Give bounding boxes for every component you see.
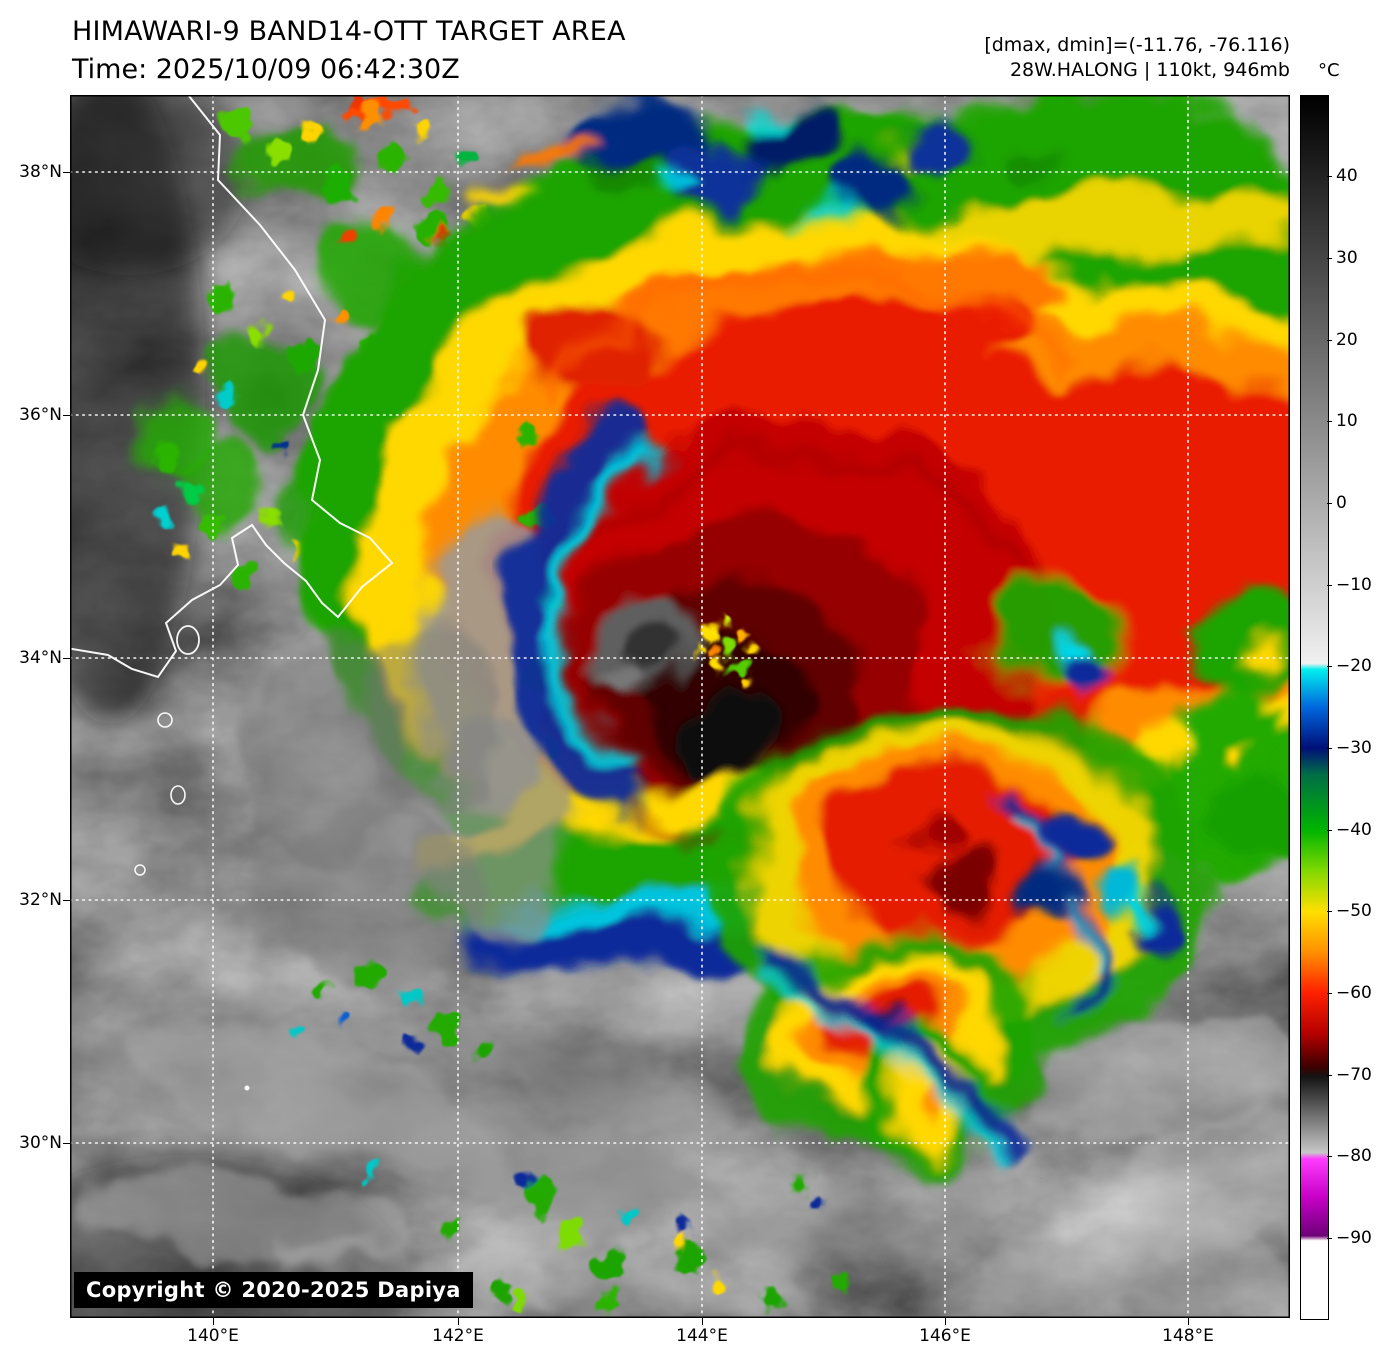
y-axis-tick (63, 658, 70, 659)
southeast-feeder-band (715, 700, 1215, 1170)
colorbar-tick (1327, 421, 1332, 422)
lat-lon-gridlines (70, 95, 1290, 1318)
top-navy-patches (470, 99, 972, 223)
satellite-image-panel: Copyright © 2020-2025 Dapiya (70, 95, 1290, 1318)
y-axis-tick (63, 415, 70, 416)
west-blue-band (505, 400, 666, 820)
colorbar-label-m40: −40 (1336, 820, 1372, 840)
colorbar-label-m60: −60 (1336, 983, 1372, 1003)
product-title: HIMAWARI-9 BAND14-OTT TARGET AREA (72, 16, 626, 47)
colorbar-label-0: 0 (1336, 493, 1347, 513)
lat-label-34n: 34°N (19, 648, 62, 668)
island-outline (176, 625, 200, 655)
colorbar-tick (1327, 666, 1332, 667)
colorbar-tick (1327, 830, 1332, 831)
lat-label-36n: 36°N (19, 405, 62, 425)
copyright-label: Copyright © 2020-2025 Dapiya (74, 1272, 473, 1308)
colorbar-label-m20: −20 (1336, 656, 1372, 676)
lon-label-140e: 140°E (187, 1326, 239, 1346)
colorbar-tick (1327, 176, 1332, 177)
storm-intensity-readout: 28W.HALONG | 110kt, 946mb (1009, 59, 1290, 81)
colorbar-label-30: 30 (1336, 248, 1358, 268)
colorbar-tick (1327, 1156, 1332, 1157)
colorbar-tick (1327, 503, 1332, 504)
colorbar-label-m10: −10 (1336, 575, 1372, 595)
gray-streak-clouds (86, 1021, 1290, 1318)
x-axis-tick (458, 1318, 459, 1325)
colorbar-label-m70: −70 (1336, 1065, 1372, 1085)
plot-frame (70, 95, 1290, 1318)
colorbar-label-10: 10 (1336, 411, 1358, 431)
typhoon-eye-speckles (696, 618, 761, 689)
x-axis-tick (945, 1318, 946, 1325)
y-axis-tick (63, 900, 70, 901)
x-axis-tick (1188, 1318, 1189, 1325)
colorbar-label-20: 20 (1336, 330, 1358, 350)
product-time: Time: 2025/10/09 06:42:30Z (72, 54, 460, 85)
colorbar-tick (1327, 911, 1332, 912)
lon-label-148e: 148°E (1162, 1326, 1214, 1346)
dmax-dmin-readout: [dmax, dmin]=(-11.76, -76.116) (984, 34, 1290, 56)
lon-label-142e: 142°E (432, 1326, 484, 1346)
y-axis-tick (63, 1143, 70, 1144)
colorbar-tick (1327, 258, 1332, 259)
x-axis-tick (702, 1318, 703, 1325)
lat-label-30n: 30°N (19, 1133, 62, 1153)
lon-label-146e: 146°E (919, 1326, 971, 1346)
scattered-cells (289, 962, 851, 1313)
colorbar-label-m30: −30 (1336, 738, 1372, 758)
colorbar-label-40: 40 (1336, 166, 1358, 186)
colorbar-label-m90: −90 (1336, 1228, 1372, 1248)
lat-label-38n: 38°N (19, 162, 62, 182)
colorbar-tick (1327, 1238, 1332, 1239)
lat-label-32n: 32°N (19, 890, 62, 910)
y-axis-tick (63, 172, 70, 173)
colorbar-label-m80: −80 (1336, 1146, 1372, 1166)
colorbar-tick (1327, 993, 1332, 994)
colorbar-tick (1327, 748, 1332, 749)
x-axis-tick (213, 1318, 214, 1325)
colorbar (1300, 95, 1329, 1320)
satellite-canvas (70, 95, 1290, 1318)
japan-coastline (70, 95, 394, 1091)
colorbar-unit-label: °C (1318, 60, 1340, 81)
header-info: [dmax, dmin]=(-11.76, -76.116) 28W.HALON… (984, 33, 1290, 83)
lon-label-144e: 144°E (676, 1326, 728, 1346)
colorbar-tick (1327, 585, 1332, 586)
colorbar-tick (1327, 340, 1332, 341)
colorbar-tick (1327, 1075, 1332, 1076)
colorbar-label-m50: −50 (1336, 901, 1372, 921)
right-edge-convection (1023, 594, 1290, 945)
